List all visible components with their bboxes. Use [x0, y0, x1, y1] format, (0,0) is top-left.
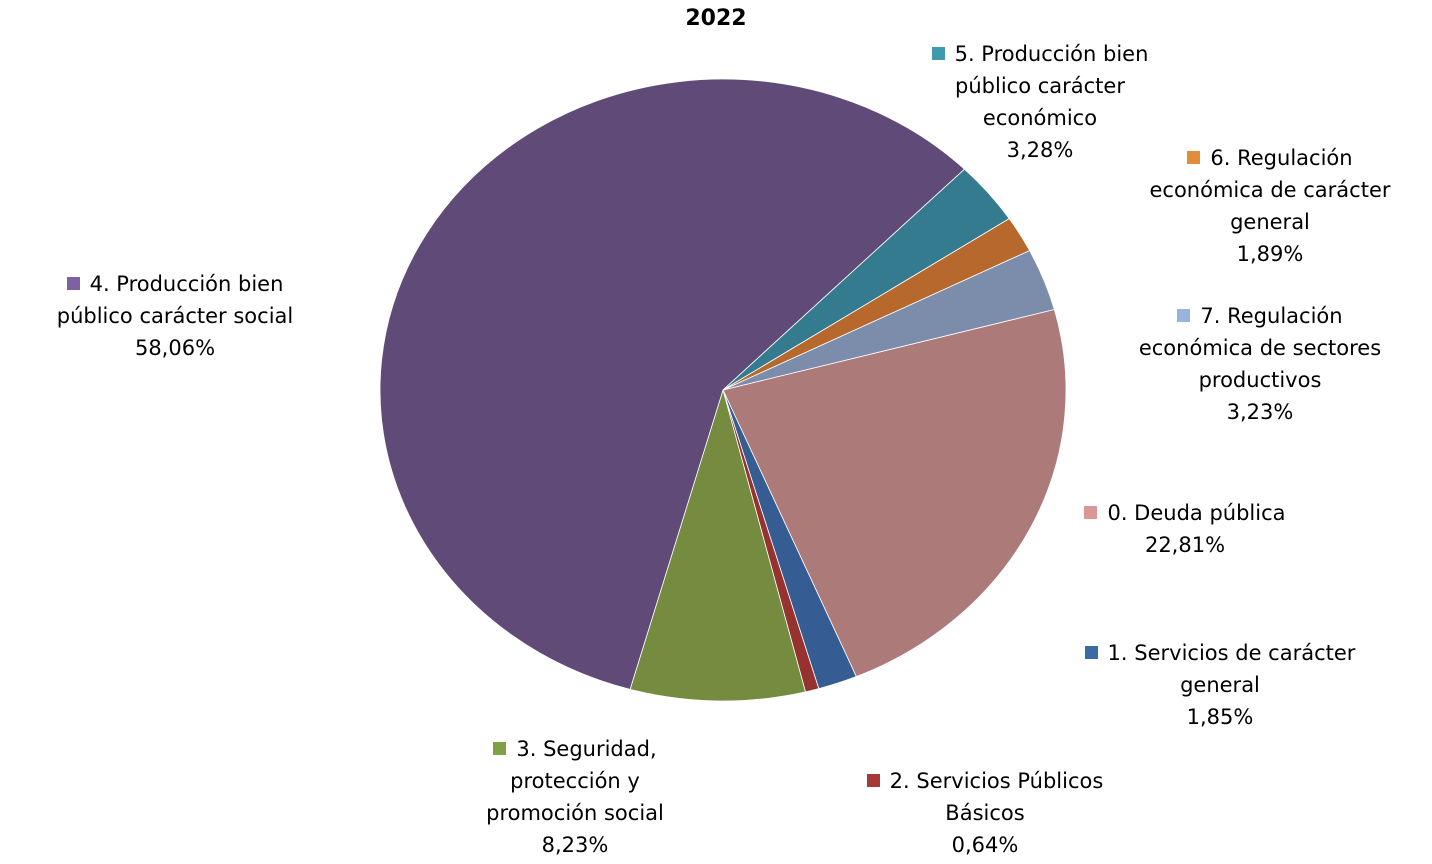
- slice-value-label: 8,23%: [541, 833, 609, 857]
- slice-label-text: 7. Regulación: [1200, 304, 1343, 328]
- slice-label-7: 7. Regulación económica de sectores produc…: [1100, 300, 1420, 428]
- slice-label-text: público carácter: [955, 74, 1125, 98]
- legend-swatch: [931, 47, 945, 60]
- slice-label-text: 1. Servicios de carácter: [1107, 641, 1356, 665]
- pie-slice-0: [722, 309, 1067, 678]
- slice-value-label: 1,85%: [1186, 705, 1254, 729]
- slice-label-3: 3. Seguridad, protección y promoción socia…: [425, 733, 725, 861]
- legend-swatch: [1084, 506, 1098, 519]
- legend-swatch: [493, 742, 507, 755]
- slice-label-text: general: [1230, 210, 1310, 234]
- slice-label-6: 6. Regulación económica de carácter genera…: [1110, 142, 1430, 270]
- slice-label-text: económica de sectores: [1138, 336, 1382, 360]
- slice-label-text: 0. Deuda pública: [1107, 501, 1286, 525]
- slice-label-text: general: [1180, 673, 1260, 697]
- slice-label-text: público carácter social: [56, 304, 294, 328]
- slice-value-label: 58,06%: [134, 336, 216, 360]
- slice-label-text: 4. Producción bien: [89, 272, 284, 296]
- legend-swatch: [1187, 151, 1201, 164]
- legend-swatch: [866, 774, 880, 787]
- slice-label-5: 5. Producción bien público carácter económ…: [900, 38, 1180, 166]
- legend-swatch: [66, 277, 80, 290]
- pie-slice-4: [379, 78, 966, 690]
- slice-value-label: 0,64%: [951, 833, 1019, 857]
- legend-swatch: [1084, 646, 1098, 659]
- slice-label-text: 6. Regulación: [1210, 146, 1353, 170]
- legend-swatch: [1177, 309, 1191, 322]
- slice-label-2: 2. Servicios Públicos Básicos 0,64%: [835, 765, 1135, 861]
- pie-slice-7: [722, 250, 1055, 391]
- slice-label-text: económica de carácter: [1149, 178, 1391, 202]
- chart-title: 2022: [685, 6, 747, 31]
- slice-label-text: 5. Producción bien: [954, 42, 1149, 66]
- slice-value-label: 1,89%: [1236, 242, 1304, 266]
- slice-label-text: económico: [982, 106, 1098, 130]
- pie-slice-3: [629, 388, 806, 702]
- slice-label-4: 4. Producción bien público carácter socia…: [10, 268, 340, 364]
- slice-value-label: 22,81%: [1144, 533, 1226, 557]
- slice-label-0: 0. Deuda pública 22,81%: [1045, 497, 1325, 561]
- slice-label-text: 2. Servicios Públicos: [889, 769, 1104, 793]
- slice-label-text: productivos: [1198, 368, 1322, 392]
- slice-label-text: promoción social: [486, 801, 664, 825]
- slice-value-label: 3,28%: [1006, 138, 1074, 162]
- slice-label-1: 1. Servicios de carácter general 1,85%: [1055, 637, 1385, 733]
- slice-label-text: 3. Seguridad,: [516, 737, 657, 761]
- slice-label-text: Básicos: [945, 801, 1025, 825]
- slice-value-label: 3,23%: [1226, 400, 1294, 424]
- slice-label-text: protección y: [510, 769, 640, 793]
